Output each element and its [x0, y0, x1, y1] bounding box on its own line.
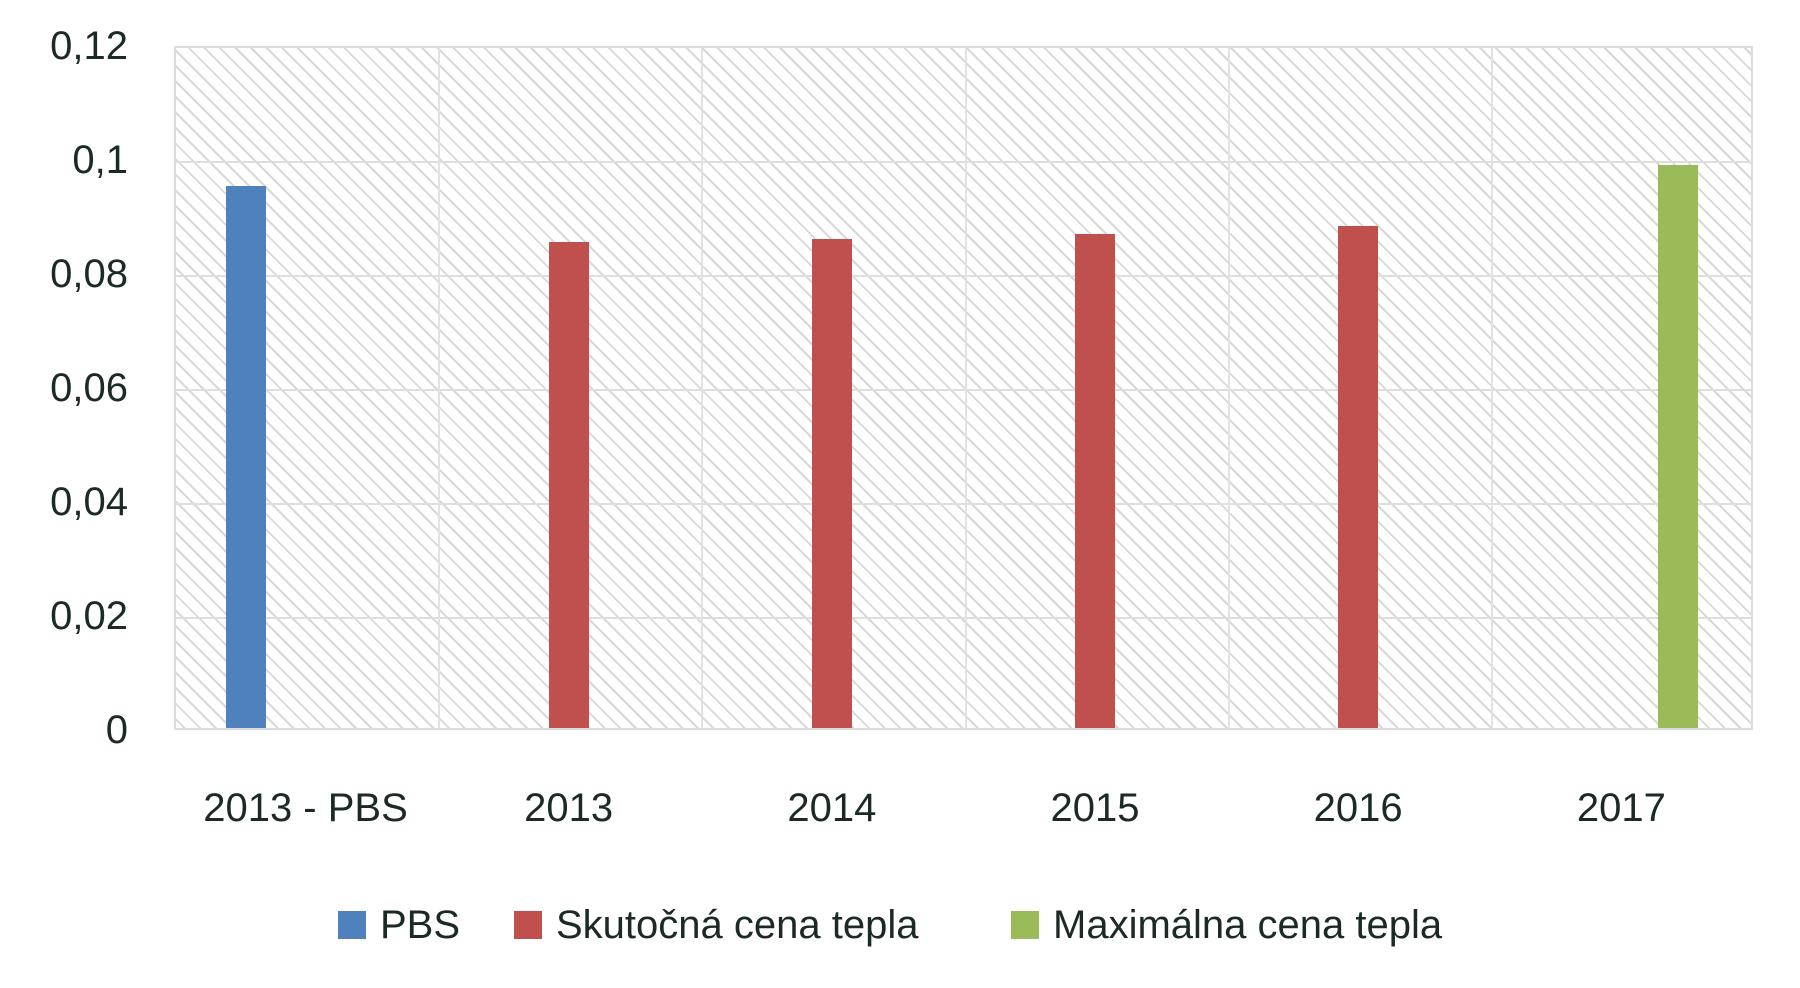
y-tick-label: 0,08 — [50, 252, 128, 296]
y-tick-label: 0 — [105, 708, 128, 752]
x-tick-label: 2015 — [1050, 786, 1140, 830]
legend: PBS Skutočná cena tepla Maximálna cena t… — [0, 900, 1800, 950]
y-tick-label: 0,12 — [50, 24, 128, 68]
gridline-horizontal — [176, 389, 1751, 391]
gridline-horizontal — [176, 161, 1751, 163]
x-tick-label: 2017 — [1576, 786, 1666, 830]
gridline-horizontal — [176, 275, 1751, 277]
gridline-vertical — [438, 48, 441, 728]
gridline-horizontal — [176, 503, 1751, 505]
legend-swatch-pbs — [338, 911, 366, 939]
y-tick-label: 0,1 — [72, 138, 128, 182]
gridline-vertical — [1227, 48, 1230, 728]
gridline-horizontal — [176, 617, 1751, 619]
bar-2015-series-1 — [1075, 233, 1116, 728]
x-tick-label: 2013 - PBS — [203, 786, 408, 830]
legend-item-skutocna-cena-tepla: Skutočná cena tepla — [514, 900, 918, 950]
plot-area — [174, 46, 1753, 730]
bar-2017-series-2 — [1658, 165, 1699, 728]
gridline-vertical — [1490, 48, 1493, 728]
y-tick-label: 0,04 — [50, 480, 128, 524]
legend-swatch-skutocna — [514, 911, 542, 939]
x-tick-label: 2016 — [1313, 786, 1403, 830]
y-tick-label: 0,06 — [50, 366, 128, 410]
bar-2013-series-1 — [548, 241, 589, 728]
gridline-vertical — [964, 48, 967, 728]
x-tick-label: 2014 — [787, 786, 877, 830]
gridline-vertical — [701, 48, 704, 728]
bar-2013-pbs-series-0 — [225, 186, 266, 728]
x-tick-label: 2013 — [524, 786, 614, 830]
bar-2014-series-1 — [811, 239, 852, 728]
bar-2016-series-1 — [1338, 226, 1379, 728]
legend-swatch-maximalna — [1011, 911, 1039, 939]
legend-label: PBS — [380, 903, 461, 947]
legend-item-pbs: PBS — [338, 900, 460, 950]
y-tick-label: 0,02 — [50, 594, 128, 638]
legend-item-maximalna-cena-tepla: Maximálna cena tepla — [1011, 900, 1442, 950]
legend-label: Skutočná cena tepla — [556, 903, 919, 947]
legend-label: Maximálna cena tepla — [1053, 903, 1443, 947]
